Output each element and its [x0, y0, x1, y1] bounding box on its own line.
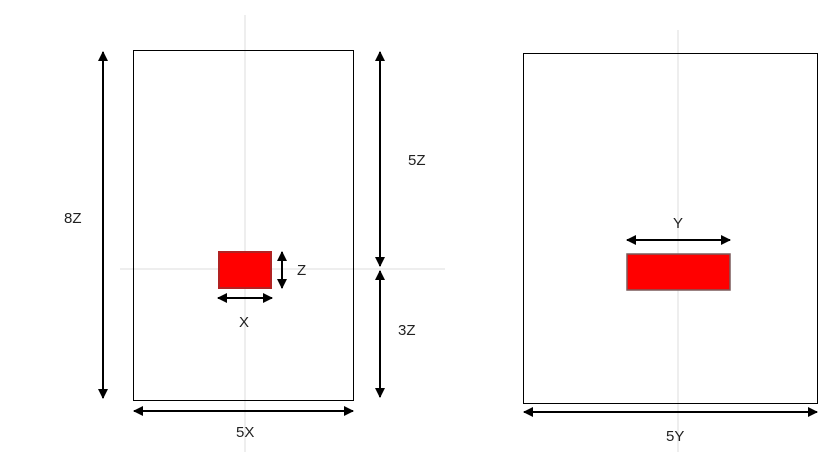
label-y: Y — [673, 215, 683, 232]
left-red-block — [218, 251, 272, 289]
label-5z: 5Z — [408, 152, 426, 169]
label-5y: 5Y — [666, 428, 684, 445]
label-3z: 3Z — [398, 322, 416, 339]
right-red-block — [626, 253, 731, 291]
right-cross-section — [523, 53, 818, 404]
label-x: X — [239, 314, 249, 331]
label-5x: 5X — [236, 424, 254, 441]
label-8z: 8Z — [64, 210, 82, 227]
left-cross-section — [133, 50, 354, 401]
label-z: Z — [297, 262, 306, 279]
